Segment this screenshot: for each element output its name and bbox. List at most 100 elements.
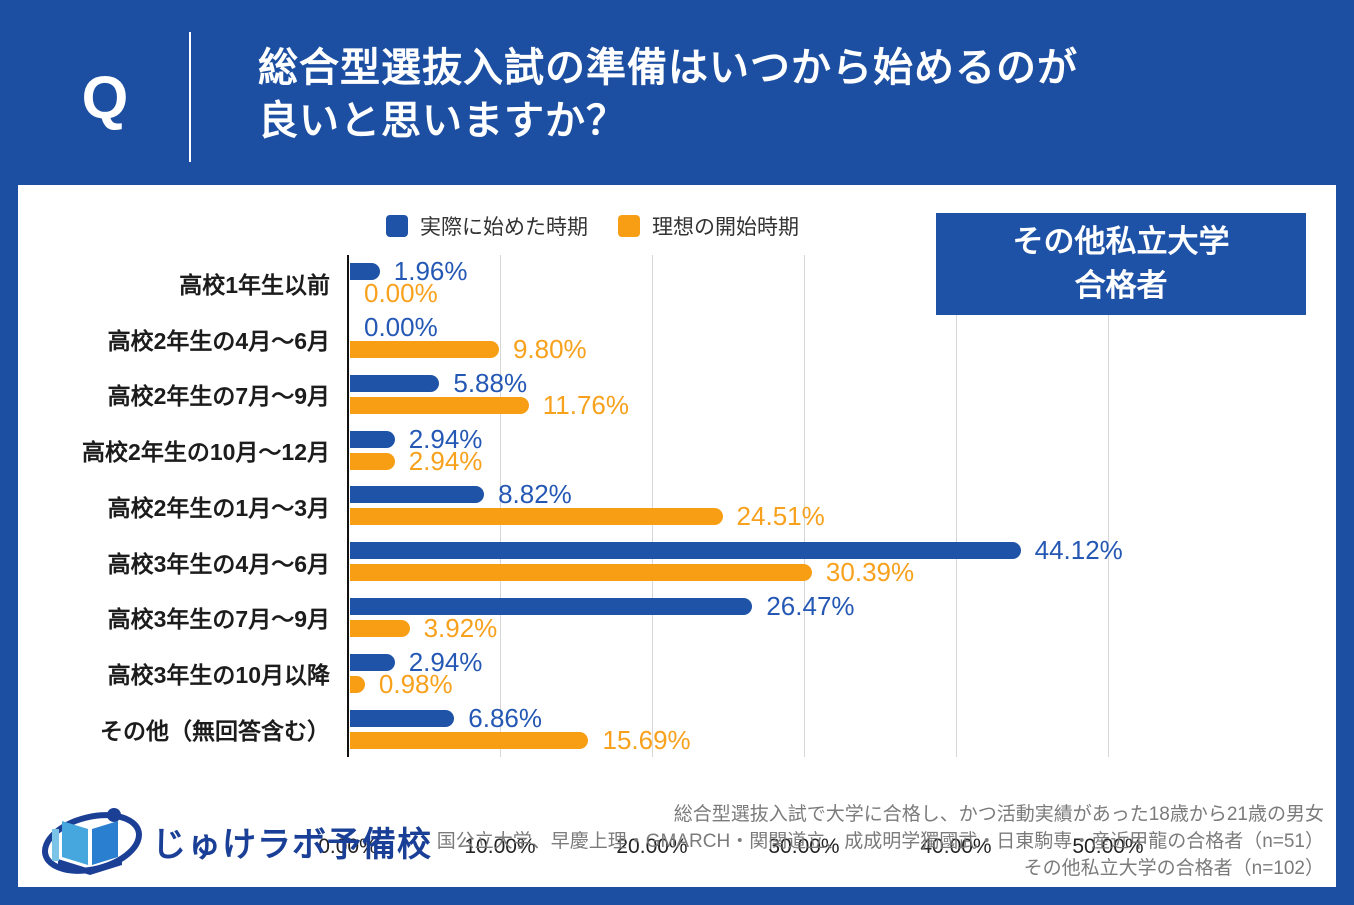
survey-footnotes: 総合型選抜入試で大学に合格し、かつ活動実績があった18歳から21歳の男女 国公立…	[437, 801, 1324, 882]
bar-ideal-start	[350, 564, 812, 582]
chart-row: 高校3年生の4月〜6月 44.12% 30.39%	[18, 534, 1188, 590]
category-label: その他（無回答含む）	[100, 718, 330, 744]
bar-actual-start	[350, 430, 395, 448]
category-label: 高校3年生の4月〜6月	[107, 550, 330, 577]
bar-pair: 2.94% 2.94%	[340, 422, 1188, 478]
bar-actual-start	[350, 374, 440, 392]
legend-item-actual: 実際に始めた時期	[386, 211, 588, 241]
value-label: 6.86%	[468, 702, 542, 733]
chart-rows: 高校1年生以前 1.96% 0.00% 高校2年生の4月〜6月 0.00% 9.80% 高校…	[18, 255, 1188, 757]
value-label: 0.00%	[364, 278, 438, 309]
x-axis-tick-label: 20.00%	[616, 835, 688, 858]
page-title-line2: 良いと思いますか？	[258, 99, 627, 143]
x-axis-ticks: 0.00% 10.00% 20.00% 30.00% 40.00% 50.00%	[18, 835, 1188, 865]
bar-pair: 0.00% 9.80%	[340, 311, 1188, 367]
page-title: 総合型選抜入試の準備はいつから始めるのが 良いと思いますか？	[258, 42, 1308, 148]
chart-row: 高校3年生の10月以降 2.94% 0.98%	[18, 645, 1188, 701]
legend-swatch	[618, 215, 640, 237]
bar-ideal-start	[350, 731, 589, 749]
bar-line: 5.88%	[350, 367, 1188, 398]
gridline	[956, 255, 957, 757]
footnote-line2: 国公立大学、早慶上理・GMARCH・関関道立、成成明学獨國武・日東駒専・産近甲龍…	[436, 831, 1324, 852]
value-label: 24.51%	[736, 501, 825, 532]
bar-line: 11.76%	[350, 392, 1188, 418]
value-label: 1.96%	[393, 256, 468, 287]
footnote-line1: 総合型選抜入試で大学に合格し、かつ活動実績があった18歳から21歳の男女	[673, 804, 1324, 825]
legend-item-ideal: 理想の開始時期	[618, 211, 799, 241]
value-label: 44.12%	[1034, 535, 1123, 566]
value-label: 2.94%	[408, 423, 483, 454]
chart-row: 高校1年生以前 1.96% 0.00%	[18, 255, 1188, 311]
bar-pair: 5.88% 11.76%	[340, 367, 1188, 423]
bar-pair: 1.96% 0.00%	[340, 255, 1188, 311]
x-axis-tick-label: 0.00%	[318, 835, 378, 858]
category-label: 高校2年生の7月〜9月	[107, 383, 330, 410]
category-label: 高校3年生の10月以降	[107, 662, 330, 689]
value-label: 15.69%	[602, 724, 691, 755]
x-axis-tick-label: 40.00%	[920, 835, 992, 858]
bar-actual-start	[350, 486, 485, 504]
brand-logo-text: じゅけラボ予備校	[152, 825, 432, 864]
bar-pair: 8.82% 24.51%	[340, 478, 1188, 534]
bar-pair: 6.86% 15.69%	[340, 701, 1188, 757]
gridline	[652, 255, 653, 757]
legend-label: 理想の開始時期	[652, 216, 799, 239]
category-label: 高校3年生の7月〜9月	[107, 606, 330, 633]
page-title-line1: 総合型選抜入試の準備はいつから始めるのが	[258, 46, 1078, 90]
x-axis-tick-label: 30.00%	[768, 835, 840, 858]
x-axis-tick-label: 10.00%	[464, 835, 536, 858]
bar-actual-start	[350, 653, 395, 671]
bar-line: 2.94%	[350, 423, 1188, 454]
bar-line: 44.12%	[350, 535, 1188, 566]
bar-ideal-start	[350, 452, 395, 470]
bar-line: 0.00%	[350, 312, 1188, 343]
value-label: 2.94%	[408, 646, 483, 677]
chart-row: 高校2年生の7月〜9月 5.88% 11.76%	[18, 367, 1188, 423]
chart-row: その他（無回答含む） 6.86% 15.69%	[18, 701, 1188, 757]
bar-actual-start	[350, 597, 753, 615]
bar-ideal-start	[350, 619, 410, 637]
bar-line: 2.94%	[350, 646, 1188, 677]
bar-line: 3.92%	[350, 615, 1188, 641]
bar-actual-start	[350, 542, 1021, 560]
bar-pair: 26.47% 3.92%	[340, 590, 1188, 646]
bar-line: 30.39%	[350, 559, 1188, 585]
chart-row: 高校2年生の10月〜12月 2.94% 2.94%	[18, 422, 1188, 478]
value-label: 26.47%	[766, 590, 855, 621]
footnote-line3: その他私立大学の合格者（n=102）	[1023, 858, 1324, 879]
value-label: 2.94%	[408, 445, 483, 476]
bar-actual-start	[350, 263, 380, 281]
question-header: Q 総合型選抜入試の準備はいつから始めるのが 良いと思いますか？	[0, 0, 1354, 185]
legend-swatch	[386, 215, 408, 237]
group-badge-line2: 合格者	[1074, 268, 1168, 303]
gridline	[500, 255, 501, 757]
value-label: 5.88%	[453, 367, 528, 398]
bar-pair: 2.94% 0.98%	[340, 645, 1188, 701]
chart-row: 高校2年生の4月〜6月 0.00% 9.80%	[18, 311, 1188, 367]
chart-row: 高校2年生の1月〜3月 8.82% 24.51%	[18, 478, 1188, 534]
bar-line: 0.00%	[350, 278, 1188, 309]
bar-chart: 高校1年生以前 1.96% 0.00% 高校2年生の4月〜6月 0.00% 9.80% 高校…	[18, 255, 1188, 858]
q-mark: Q	[81, 64, 129, 131]
legend-label: 実際に始めた時期	[420, 216, 588, 239]
bar-line: 15.69%	[350, 724, 1188, 755]
group-badge-line1: その他私立大学	[1012, 224, 1230, 259]
brand-logo: じゅけラボ予備校	[40, 803, 432, 879]
group-badge: その他私立大学 合格者	[936, 213, 1306, 315]
gridline	[804, 255, 805, 757]
chart-gridlines	[347, 255, 1188, 757]
chart-row: 高校3年生の7月〜9月 26.47% 3.92%	[18, 590, 1188, 646]
bar-line: 0.98%	[350, 668, 1188, 699]
value-label: 0.98%	[378, 668, 453, 699]
value-label: 0.00%	[364, 312, 438, 343]
chart-legend: 実際に始めた時期 理想の開始時期	[386, 211, 799, 241]
bar-line: 1.96%	[350, 256, 1188, 287]
gridline	[1108, 255, 1109, 757]
bar-actual-start	[350, 709, 455, 727]
bar-line: 6.86%	[350, 702, 1188, 733]
category-label: 高校1年生以前	[179, 271, 330, 298]
chart-card: 実際に始めた時期 理想の開始時期 その他私立大学 合格者 高校1年生以前 1.96%…	[18, 185, 1336, 887]
header-divider	[189, 32, 191, 162]
bar-pair: 44.12% 30.39%	[340, 534, 1188, 590]
category-label: 高校2年生の1月〜3月	[107, 494, 330, 521]
